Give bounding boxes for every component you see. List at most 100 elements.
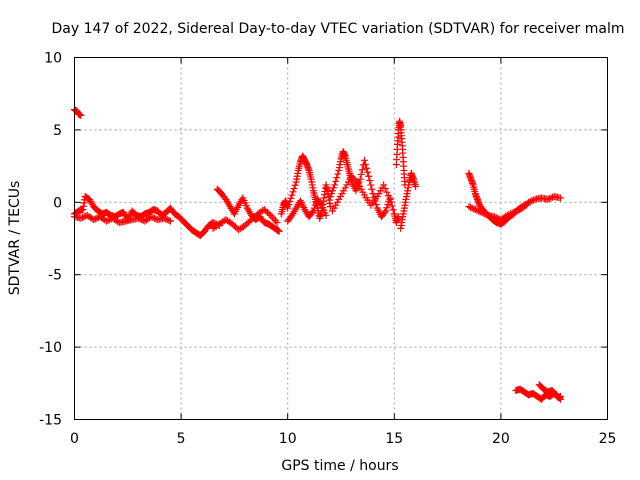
data-point	[412, 182, 420, 190]
data-point	[478, 208, 486, 216]
data-point	[381, 208, 389, 216]
data-point	[104, 216, 112, 224]
data-point	[503, 211, 511, 219]
data-point	[288, 191, 296, 199]
data-point	[289, 188, 297, 196]
x-tick-label: 20	[492, 431, 510, 447]
plot-frame	[74, 57, 608, 420]
data-point	[389, 206, 397, 214]
data-point	[369, 190, 377, 198]
y-tick-label: -5	[48, 268, 62, 284]
data-point	[363, 164, 371, 172]
data-point	[364, 168, 372, 176]
y-tick-label: 0	[53, 195, 62, 211]
data-point	[383, 188, 391, 196]
chart-title: Day 147 of 2022, Sidereal Day-to-day VTE…	[52, 21, 625, 37]
data-point	[382, 207, 390, 215]
data-point	[326, 203, 334, 211]
data-point	[162, 215, 170, 223]
data-point	[511, 208, 519, 216]
data-point	[285, 201, 293, 209]
data-point	[465, 203, 473, 211]
x-tick-label: 0	[70, 431, 79, 447]
data-point	[366, 177, 374, 185]
data-point	[471, 206, 479, 214]
data-point	[557, 395, 565, 403]
data-point	[380, 181, 388, 189]
data-point	[368, 185, 376, 193]
y-tick-label: 5	[53, 123, 62, 139]
data-point	[334, 170, 342, 178]
x-tick-label: 15	[385, 431, 403, 447]
data-point	[557, 194, 565, 202]
data-point	[367, 181, 375, 189]
data-point	[165, 216, 173, 224]
y-tick-label: -15	[39, 413, 62, 429]
data-point	[358, 166, 366, 174]
data-point	[521, 202, 529, 210]
data-point	[508, 209, 516, 217]
data-point	[290, 185, 298, 193]
data-point	[362, 160, 370, 168]
data-point	[271, 217, 279, 225]
x-axis-label: GPS time / hours	[281, 458, 398, 474]
data-point	[528, 197, 536, 205]
data-point	[386, 195, 394, 203]
data-point	[506, 210, 514, 218]
data-point	[134, 214, 142, 222]
x-tick-label: 10	[279, 431, 297, 447]
data-point	[479, 209, 487, 217]
data-point	[365, 172, 373, 180]
data-point	[384, 192, 392, 200]
data-point	[136, 215, 144, 223]
data-point	[308, 208, 316, 216]
data-point	[513, 207, 521, 215]
data-point	[268, 213, 276, 221]
data-point	[333, 174, 341, 182]
data-points	[71, 106, 565, 403]
data-point	[91, 215, 99, 223]
data-point	[147, 213, 155, 221]
data-point	[275, 227, 283, 235]
data-point	[77, 214, 85, 222]
data-point	[547, 194, 555, 202]
data-point	[481, 210, 489, 218]
x-tick-label: 25	[599, 431, 617, 447]
data-point	[360, 156, 368, 164]
data-point	[381, 185, 389, 193]
data-point	[322, 211, 330, 219]
data-point	[476, 208, 484, 216]
data-point	[473, 206, 481, 214]
data-point	[483, 211, 491, 219]
data-point	[491, 213, 499, 221]
data-point	[102, 217, 110, 225]
axis-ticks: 0 5 10 15 20 25 -15 -10 -5 0 5 10	[39, 51, 616, 448]
data-point	[284, 204, 292, 212]
data-point	[286, 198, 294, 206]
data-point	[468, 204, 476, 212]
data-point	[149, 214, 157, 222]
data-point	[356, 175, 364, 183]
y-tick-label: -10	[39, 340, 62, 356]
data-point	[529, 196, 537, 204]
data-point	[287, 194, 295, 202]
data-point	[545, 195, 553, 203]
data-point	[291, 181, 299, 189]
data-point	[470, 205, 478, 213]
data-point	[505, 211, 513, 219]
data-point	[475, 207, 483, 215]
data-point	[331, 181, 339, 189]
data-point	[160, 214, 168, 222]
data-point	[522, 201, 530, 209]
data-point	[265, 210, 273, 218]
y-axis-label: SDTVAR / TECUs	[7, 181, 23, 296]
data-point	[467, 203, 475, 211]
data-point	[383, 204, 391, 212]
data-point	[556, 394, 564, 402]
data-point	[526, 198, 534, 206]
data-point	[78, 214, 86, 222]
data-point	[163, 216, 171, 224]
data-point	[90, 216, 98, 224]
data-point	[357, 170, 365, 178]
data-point	[317, 200, 325, 208]
